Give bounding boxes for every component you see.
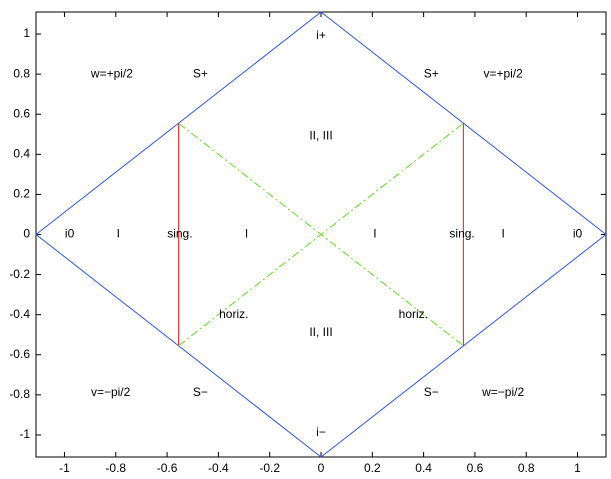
- annotation: I: [501, 227, 504, 241]
- annotation: i0: [65, 227, 75, 241]
- annotation: sing.: [449, 227, 474, 241]
- annotation: i−: [316, 425, 326, 439]
- y-tick-label: -0.2: [9, 267, 30, 281]
- x-tick-label: 0.8: [518, 461, 535, 475]
- x-tick-label: -0.4: [208, 461, 229, 475]
- line: [178, 122, 464, 347]
- annotation: II, III: [309, 325, 332, 339]
- annotation: S−: [424, 385, 439, 399]
- x-tick-label: -1: [59, 461, 70, 475]
- x-tick-label: -0.6: [157, 461, 178, 475]
- annotation: II, III: [309, 128, 332, 142]
- y-tick-label: 0.4: [13, 146, 30, 160]
- x-tick-label: 1: [574, 461, 581, 475]
- y-tick-label: -0.8: [9, 387, 30, 401]
- y-tick-label: -1: [19, 427, 30, 441]
- y-tick-label: 0.8: [13, 66, 30, 80]
- annotation: I: [117, 227, 120, 241]
- x-tick-label: 0.6: [467, 461, 484, 475]
- y-tick-label: 0: [23, 227, 30, 241]
- annotation: sing.: [167, 227, 192, 241]
- y-tick-label: 1: [23, 26, 30, 40]
- annotation: I: [373, 227, 376, 241]
- y-tick-label: -0.6: [9, 347, 30, 361]
- annotation: i0: [573, 227, 583, 241]
- x-tick-label: -0.8: [105, 461, 126, 475]
- annotation: v=−pi/2: [91, 385, 131, 399]
- y-tick-label: -0.4: [9, 307, 30, 321]
- x-tick-label: 0.2: [364, 461, 381, 475]
- annotation: I: [245, 227, 248, 241]
- annotation: w=−pi/2: [481, 385, 524, 399]
- line: [35, 11, 607, 458]
- annotation: v=+pi/2: [483, 66, 523, 80]
- y-tick-label: 0.6: [13, 106, 30, 120]
- annotation: w=+pi/2: [90, 66, 133, 80]
- annotation: i+: [316, 28, 326, 42]
- annotation: horiz.: [219, 307, 248, 321]
- annotation: horiz.: [399, 307, 428, 321]
- x-tick-label: -0.2: [259, 461, 280, 475]
- annotation: S+: [424, 66, 439, 80]
- annotation: S−: [193, 385, 208, 399]
- x-tick-label: 0: [318, 461, 325, 475]
- annotation: S+: [193, 66, 208, 80]
- y-tick-label: 0.2: [13, 187, 30, 201]
- x-tick-label: 0.4: [415, 461, 432, 475]
